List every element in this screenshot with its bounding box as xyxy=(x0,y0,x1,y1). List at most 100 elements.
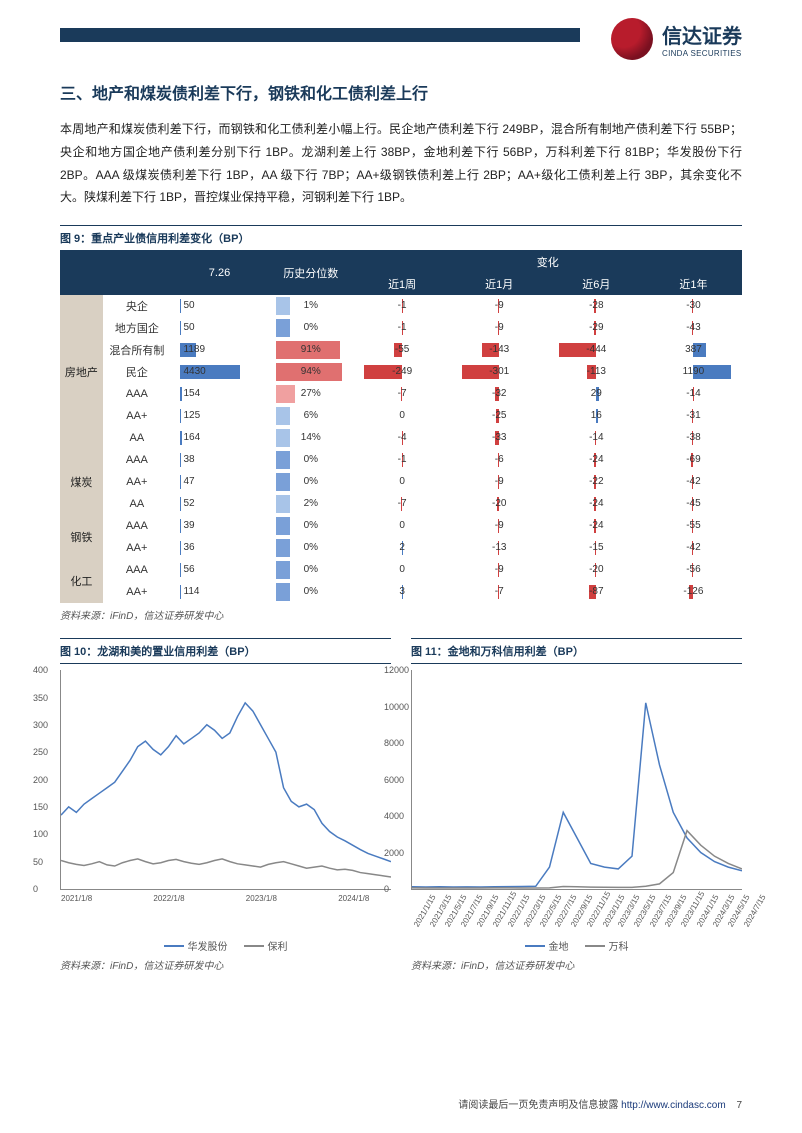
table-row: AAA15427%-7-3229-14 xyxy=(60,383,742,405)
table-cell: -28 xyxy=(548,295,645,317)
table-cell: 91% xyxy=(268,339,354,361)
table-cell: -15 xyxy=(548,537,645,559)
y-tick: 250 xyxy=(33,747,48,757)
table-cell: 387 xyxy=(645,339,742,361)
table-cell: 16 xyxy=(548,405,645,427)
table-cell: 2 xyxy=(354,537,451,559)
table-cell: -7 xyxy=(354,383,451,405)
table-cell: 0 xyxy=(354,515,451,537)
y-tick: 2000 xyxy=(384,848,404,858)
cat-cell: 化工 xyxy=(60,559,103,603)
table-cell: 0% xyxy=(268,515,354,537)
table-cell: -87 xyxy=(548,581,645,603)
table-cell: 4430 xyxy=(171,361,268,383)
y-tick: 350 xyxy=(33,693,48,703)
table-row: 房地产央企501%-1-9-28-30 xyxy=(60,295,742,317)
table-cell: 0% xyxy=(268,449,354,471)
y-tick: 150 xyxy=(33,802,48,812)
col-pct: 历史分位数 xyxy=(268,251,354,295)
table-cell: -24 xyxy=(548,493,645,515)
fig11-title: 图 11：金地和万科信用利差（BP） xyxy=(411,638,742,664)
table-cell: -25 xyxy=(451,405,548,427)
table-cell: 0% xyxy=(268,537,354,559)
col-y: 近1年 xyxy=(645,273,742,295)
table-cell: 38 xyxy=(171,449,268,471)
table-cell: -20 xyxy=(451,493,548,515)
sub-cell: AAA xyxy=(103,515,171,537)
table-cell: 0% xyxy=(268,559,354,581)
logo: 信达证券 CINDA SECURITIES xyxy=(611,18,742,60)
fig9-title: 图 9：重点产业债信用利差变化（BP） xyxy=(60,225,742,251)
table-cell: 56 xyxy=(171,559,268,581)
table-cell: -14 xyxy=(645,383,742,405)
table-cell: -30 xyxy=(645,295,742,317)
table-cell: 47 xyxy=(171,471,268,493)
table-cell: 0 xyxy=(354,471,451,493)
cat-cell: 钢铁 xyxy=(60,515,103,559)
table-cell: 1189 xyxy=(171,339,268,361)
table-cell: -29 xyxy=(548,317,645,339)
table-cell: -126 xyxy=(645,581,742,603)
table-cell: -9 xyxy=(451,515,548,537)
credit-spread-table: 7.26 历史分位数 变化 近1周 近1月 近6月 近1年 房地产央企501%-… xyxy=(60,251,742,603)
table-cell: 36 xyxy=(171,537,268,559)
section-title: 三、地产和煤炭债利差下行，钢铁和化工债利差上行 xyxy=(60,80,742,104)
col-chg: 变化 xyxy=(354,251,742,273)
col-w: 近1周 xyxy=(354,273,451,295)
table-cell: -42 xyxy=(645,537,742,559)
legend-item: 金地 xyxy=(525,938,569,953)
y-tick: 100 xyxy=(33,829,48,839)
table-cell: -143 xyxy=(451,339,548,361)
table-cell: -9 xyxy=(451,559,548,581)
table-row: AA+470%0-9-22-42 xyxy=(60,471,742,493)
table-row: AA+1256%0-2516-31 xyxy=(60,405,742,427)
table-cell: -56 xyxy=(645,559,742,581)
sub-cell: 地方国企 xyxy=(103,317,171,339)
table-row: AA522%-7-20-24-45 xyxy=(60,493,742,515)
legend-item: 万科 xyxy=(585,938,629,953)
table-row: 煤炭AAA380%-1-6-24-69 xyxy=(60,449,742,471)
logo-swirl-icon xyxy=(611,18,653,60)
table-cell: -43 xyxy=(645,317,742,339)
logo-cn: 信达证券 xyxy=(662,20,742,49)
x-tick: 2024/1/8 xyxy=(338,894,369,903)
y-tick: 4000 xyxy=(384,811,404,821)
col-m: 近1月 xyxy=(451,273,548,295)
table-cell: 94% xyxy=(268,361,354,383)
header-bar xyxy=(60,28,580,42)
table-row: 钢铁AAA390%0-9-24-55 xyxy=(60,515,742,537)
table-cell: 0% xyxy=(268,317,354,339)
table-cell: 1% xyxy=(268,295,354,317)
table-cell: 0% xyxy=(268,471,354,493)
table-cell: -9 xyxy=(451,471,548,493)
fig11-source: 资料来源：iFinD，信达证券研发中心 xyxy=(411,957,742,972)
x-tick: 2021/1/8 xyxy=(61,894,92,903)
y-tick: 6000 xyxy=(384,775,404,785)
y-tick: 0 xyxy=(33,884,38,894)
x-tick: 2023/1/8 xyxy=(246,894,277,903)
table-cell: -1 xyxy=(354,295,451,317)
logo-en: CINDA SECURITIES xyxy=(662,49,742,58)
table-cell: -7 xyxy=(451,581,548,603)
table-cell: -1 xyxy=(354,449,451,471)
footer: 请阅读最后一页免责声明及信息披露 http://www.cindasc.com … xyxy=(458,1096,742,1111)
table-cell: -444 xyxy=(548,339,645,361)
sub-cell: AA+ xyxy=(103,537,171,559)
table-cell: 154 xyxy=(171,383,268,405)
sub-cell: AAA xyxy=(103,449,171,471)
legend-item: 华发股份 xyxy=(164,938,228,953)
y-tick: 0 xyxy=(384,884,389,894)
y-tick: 50 xyxy=(33,857,43,867)
table-cell: -69 xyxy=(645,449,742,471)
table-cell: 39 xyxy=(171,515,268,537)
table-cell: -24 xyxy=(548,515,645,537)
table-cell: -249 xyxy=(354,361,451,383)
y-tick: 300 xyxy=(33,720,48,730)
chart11: 0200040006000800010000120002021/1/152021… xyxy=(411,670,742,890)
table-cell: -6 xyxy=(451,449,548,471)
table-cell: -45 xyxy=(645,493,742,515)
footer-link[interactable]: http://www.cindasc.com xyxy=(621,1100,725,1111)
table-row: 民企443094%-249-301-1131190 xyxy=(60,361,742,383)
table-cell: 52 xyxy=(171,493,268,515)
table-cell: -9 xyxy=(451,295,548,317)
